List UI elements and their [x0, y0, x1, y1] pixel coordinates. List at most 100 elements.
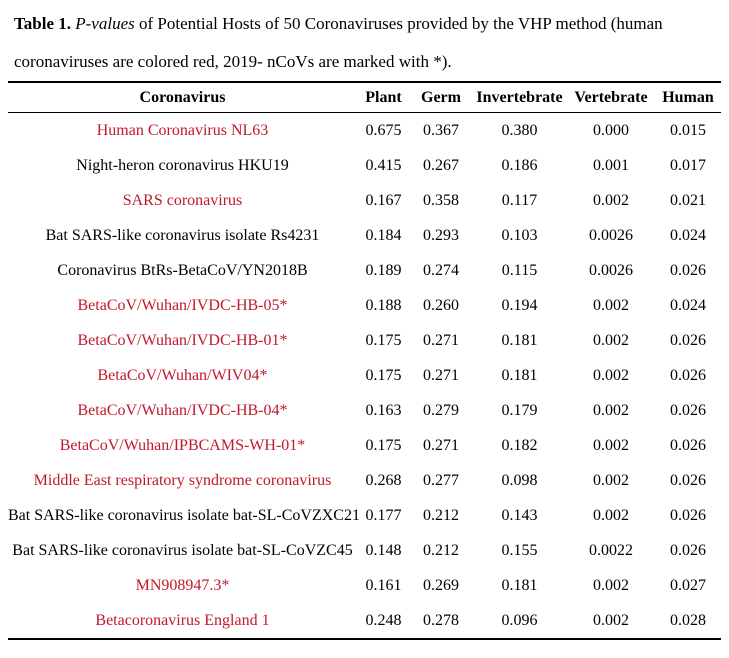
column-header-human: Human — [655, 82, 721, 113]
p-value-cell: 0.415 — [365, 156, 402, 174]
p-value-cell: 0.175 — [365, 366, 402, 384]
p-value-cell: 0.277 — [423, 471, 459, 489]
p-value-cell: 0.015 — [670, 121, 706, 139]
coronavirus-name: Night-heron coronavirus HKU19 — [76, 156, 289, 174]
coronavirus-name: Coronavirus BtRs-BetaCoV/YN2018B — [57, 261, 308, 279]
p-value-cell: 0.175 — [365, 331, 402, 349]
p-value-cell: 0.002 — [593, 436, 629, 454]
p-value-cell: 0.175 — [365, 436, 402, 454]
p-value-cell: 0.026 — [670, 436, 706, 454]
p-value-cell: 0.0022 — [589, 541, 633, 559]
p-value-cell: 0.148 — [365, 541, 402, 559]
p-value-cell: 0.293 — [423, 226, 459, 244]
p-value-cell: 0.182 — [501, 436, 538, 454]
table-row: BetaCoV/Wuhan/IVDC-HB-04* 0.163 0.279 0.179… — [8, 393, 721, 428]
coronavirus-name: Betacoronavirus England 1 — [95, 611, 270, 629]
p-value-cell: 0.0026 — [589, 261, 633, 279]
table-row: Bat SARS-like coronavirus isolate Rs4231… — [8, 218, 721, 253]
table-row: Night-heron coronavirus HKU19 0.415 0.267 0… — [8, 148, 721, 183]
p-value-cell: 0.096 — [501, 611, 538, 629]
p-value-cell: 0.002 — [593, 471, 629, 489]
table-row: SARS coronavirus 0.167 0.358 0.117 0.002 0.02… — [8, 183, 721, 218]
p-value-cell: 0.000 — [593, 121, 629, 139]
p-value-cell: 0.177 — [365, 506, 402, 524]
coronavirus-name: BetaCoV/Wuhan/IVDC-HB-05* — [77, 296, 288, 314]
p-value-cell: 0.181 — [501, 366, 538, 384]
p-value-cell: 0.358 — [423, 191, 459, 209]
p-value-cell: 0.675 — [365, 121, 402, 139]
p-value-cell: 0.002 — [593, 576, 629, 594]
p-value-cell: 0.179 — [501, 401, 538, 419]
caption-label: Table 1. — [14, 14, 72, 33]
p-value-cell: 0.024 — [670, 296, 706, 314]
p-value-cell: 0.002 — [593, 611, 629, 629]
p-value-cell: 0.028 — [670, 611, 706, 629]
coronavirus-name: BetaCoV/Wuhan/WIV04* — [97, 366, 268, 384]
table-row: Human Coronavirus NL63 0.675 0.367 0.380 0.0… — [8, 113, 721, 149]
p-value-cell: 0.026 — [670, 506, 706, 524]
coronavirus-name: Bat SARS-like coronavirus isolate bat-SL… — [12, 541, 353, 559]
column-header-invertebrate: Invertebrate — [472, 82, 567, 113]
coronavirus-name: MN908947.3* — [135, 576, 230, 594]
table-row: Betacoronavirus England 1 0.248 0.278 0.096… — [8, 603, 721, 639]
p-value-cell: 0.167 — [365, 191, 402, 209]
caption-text: of Potential Hosts of 50 Coronaviruses p… — [14, 14, 663, 71]
p-value-cell: 0.026 — [670, 261, 706, 279]
p-value-cell: 0.278 — [423, 611, 459, 629]
coronavirus-name: SARS coronavirus — [122, 191, 243, 209]
table-row: MN908947.3* 0.161 0.269 0.181 0.002 0.027 — [8, 568, 721, 603]
p-value-cell: 0.189 — [365, 261, 402, 279]
p-value-cell: 0.143 — [501, 506, 538, 524]
table-header: Coronavirus Plant Germ Invertebrate Vert… — [8, 82, 721, 113]
p-value-cell: 0.267 — [423, 156, 459, 174]
p-value-cell: 0.103 — [501, 226, 538, 244]
p-value-cell: 0.186 — [501, 156, 538, 174]
p-value-cell: 0.212 — [423, 541, 459, 559]
p-value-cell: 0.098 — [501, 471, 538, 489]
p-value-cell: 0.026 — [670, 331, 706, 349]
p-value-cell: 0.188 — [365, 296, 402, 314]
coronavirus-name: Middle East respiratory syndrome coronav… — [33, 471, 332, 489]
coronavirus-name: Human Coronavirus NL63 — [96, 121, 269, 139]
p-value-cell: 0.021 — [670, 191, 706, 209]
table-row: BetaCoV/Wuhan/IVDC-HB-01* 0.175 0.271 0.181… — [8, 323, 721, 358]
p-value-cell: 0.0026 — [589, 226, 633, 244]
p-value-cell: 0.163 — [365, 401, 402, 419]
p-value-cell: 0.001 — [593, 156, 629, 174]
p-value-cell: 0.002 — [593, 331, 629, 349]
p-value-cell: 0.002 — [593, 296, 629, 314]
column-header-vertebrate: Vertebrate — [567, 82, 655, 113]
p-value-cell: 0.271 — [423, 331, 459, 349]
p-value-cell: 0.268 — [365, 471, 402, 489]
p-value-cell: 0.026 — [670, 401, 706, 419]
header-row: Coronavirus Plant Germ Invertebrate Vert… — [8, 82, 721, 113]
p-value-cell: 0.002 — [593, 506, 629, 524]
p-value-cell: 0.027 — [670, 576, 706, 594]
p-value-cell: 0.002 — [593, 191, 629, 209]
p-value-cell: 0.184 — [365, 226, 402, 244]
column-header-germ: Germ — [410, 82, 472, 113]
table-row: Coronavirus BtRs-BetaCoV/YN2018B 0.189 0.2… — [8, 253, 721, 288]
column-header-coronavirus: Coronavirus — [8, 82, 357, 113]
column-header-plant: Plant — [357, 82, 410, 113]
p-value-cell: 0.024 — [670, 226, 706, 244]
table-row: BetaCoV/Wuhan/IPBCAMS-WH-01* 0.175 0.271 0.… — [8, 428, 721, 463]
p-value-cell: 0.194 — [501, 296, 538, 314]
p-value-cell: 0.161 — [365, 576, 402, 594]
table-row: BetaCoV/Wuhan/WIV04* 0.175 0.271 0.181 0.002… — [8, 358, 721, 393]
table-caption: Table 1. P-values of Potential Hosts of … — [0, 0, 726, 81]
p-value-cell: 0.026 — [670, 366, 706, 384]
table-row: Bat SARS-like coronavirus isolate bat-SL… — [8, 498, 721, 533]
p-value-cell: 0.115 — [501, 261, 538, 279]
table-body: Human Coronavirus NL63 0.675 0.367 0.380 0.0… — [8, 113, 721, 640]
p-value-cell: 0.212 — [423, 506, 459, 524]
caption-italic-term: P-values — [75, 14, 135, 33]
p-value-cell: 0.017 — [670, 156, 706, 174]
p-value-cell: 0.117 — [501, 191, 538, 209]
coronavirus-name: BetaCoV/Wuhan/IVDC-HB-01* — [77, 331, 288, 349]
p-value-cell: 0.002 — [593, 366, 629, 384]
coronavirus-name: Bat SARS-like coronavirus isolate bat-SL… — [8, 506, 360, 524]
p-value-cell: 0.367 — [423, 121, 459, 139]
p-value-cell: 0.181 — [501, 576, 538, 594]
coronavirus-name: BetaCoV/Wuhan/IVDC-HB-04* — [77, 401, 288, 419]
